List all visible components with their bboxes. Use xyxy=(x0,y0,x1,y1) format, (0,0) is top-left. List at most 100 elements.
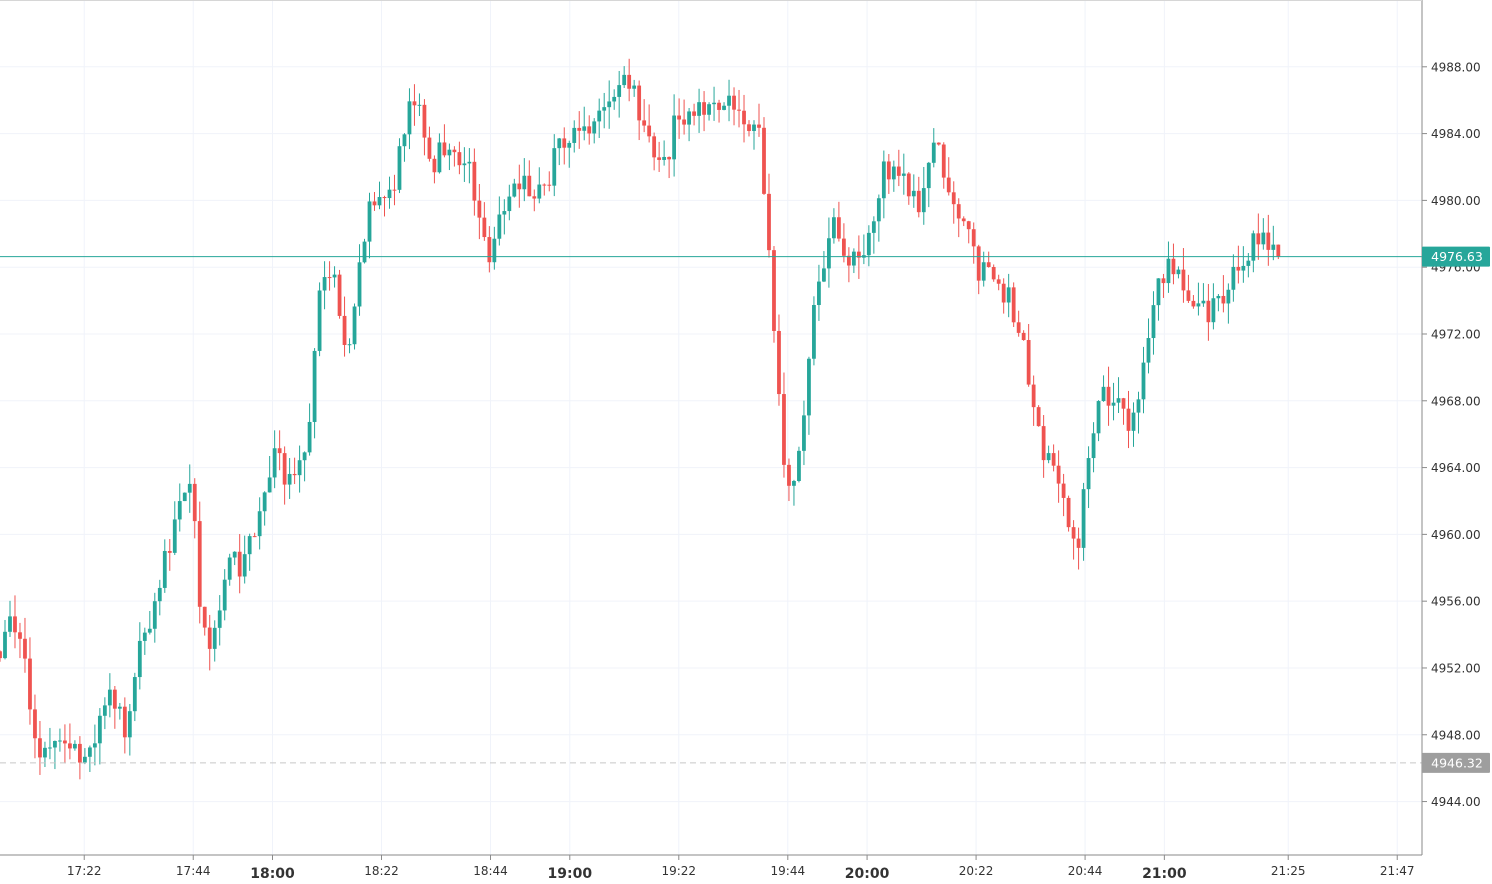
candle-body xyxy=(557,138,562,149)
candle-body xyxy=(402,134,407,147)
candle-body xyxy=(1141,362,1146,400)
candle-body xyxy=(717,102,721,110)
price-axis[interactable]: 4944.00 4948.00 4952.00 4956.00 4960.00 4964.… xyxy=(1422,60,1481,809)
candle-body xyxy=(956,204,961,219)
candle-body xyxy=(227,557,232,580)
candle-body xyxy=(722,105,726,110)
candle-body xyxy=(217,610,222,628)
candle-body xyxy=(1086,458,1091,490)
candle-body xyxy=(1011,287,1016,323)
candle-body xyxy=(991,267,996,280)
candle-body xyxy=(222,579,227,611)
candle-body xyxy=(617,85,622,97)
candle-body xyxy=(267,477,272,493)
time-axis[interactable]: 17:22 17:44 18:00 18:22 18:44 19:00 19:22 19:44… xyxy=(67,855,1415,882)
candle-body xyxy=(871,221,876,233)
candle-body xyxy=(53,740,57,748)
candle-body xyxy=(292,473,297,476)
x-tick-label: 18:00 xyxy=(250,866,295,882)
candle-body xyxy=(812,305,816,359)
candle-body xyxy=(397,146,402,190)
candle-body xyxy=(672,115,677,160)
candle-body xyxy=(856,251,861,258)
candle-body xyxy=(512,183,517,197)
candle-body xyxy=(312,350,317,422)
candle-body xyxy=(622,74,627,86)
x-tick-label: 20:22 xyxy=(959,864,994,878)
candle-body xyxy=(467,161,472,164)
candle-body xyxy=(827,238,831,269)
candle-body xyxy=(921,188,926,213)
candle-body xyxy=(547,184,552,186)
candle-body xyxy=(597,110,602,122)
candle-body xyxy=(1091,433,1096,459)
candle-body xyxy=(592,121,597,134)
candle-body xyxy=(577,127,582,131)
reference-price-badge-bg xyxy=(1422,752,1490,773)
candle-body xyxy=(552,148,557,186)
candle-body xyxy=(822,268,826,282)
candle-body xyxy=(8,616,12,632)
candle-body xyxy=(841,238,846,256)
candle-body xyxy=(297,460,302,476)
candle-body xyxy=(817,281,821,306)
candle-body xyxy=(1036,407,1041,427)
price-lines xyxy=(0,256,1422,764)
candle-body xyxy=(107,689,112,706)
x-tick-label: 21:00 xyxy=(1142,866,1187,882)
candle-body xyxy=(262,492,267,512)
candle-body xyxy=(427,137,432,159)
candle-body xyxy=(1241,265,1246,271)
candle-body xyxy=(137,640,142,678)
x-tick-label: 20:00 xyxy=(845,866,890,882)
candle-body xyxy=(97,715,102,744)
candle-body xyxy=(147,628,152,633)
candle-body xyxy=(1146,338,1151,363)
candle-body xyxy=(1171,258,1176,275)
candle-body xyxy=(911,190,916,197)
candle-body xyxy=(941,144,946,178)
candle-body xyxy=(162,550,167,588)
x-tick-label: 19:44 xyxy=(771,864,806,878)
candle-body xyxy=(1261,232,1266,245)
candle-body xyxy=(886,161,891,180)
candle-body xyxy=(157,587,162,602)
candle-body xyxy=(1211,298,1216,323)
candle-body xyxy=(1136,399,1141,413)
candle-body xyxy=(0,651,2,659)
candle-body xyxy=(702,102,706,115)
candle-body xyxy=(662,156,667,160)
candle-body xyxy=(1121,398,1126,409)
candle-body xyxy=(572,127,577,143)
candle-body xyxy=(382,197,387,199)
candle-body xyxy=(357,262,362,307)
candle-body xyxy=(782,394,786,465)
y-tick-label: 4984.00 xyxy=(1431,127,1481,141)
candle-body xyxy=(1116,398,1121,403)
candle-body xyxy=(1271,244,1276,250)
candle-body xyxy=(537,184,542,199)
candle-body xyxy=(1111,402,1116,406)
candle-body xyxy=(43,747,47,758)
candle-body xyxy=(392,189,397,191)
x-tick-label: 21:47 xyxy=(1380,864,1415,878)
candle-body xyxy=(587,126,592,134)
candle-body xyxy=(1231,266,1236,290)
candle-body xyxy=(602,107,607,111)
candle-body xyxy=(457,152,462,166)
candle-body xyxy=(112,689,117,709)
candle-body xyxy=(647,125,652,137)
candle-body xyxy=(1176,269,1181,275)
y-tick-label: 4972.00 xyxy=(1431,327,1481,341)
candle-body xyxy=(747,124,751,132)
candle-body xyxy=(362,241,367,263)
candle-body xyxy=(632,85,637,89)
y-tick-label: 4964.00 xyxy=(1431,461,1481,475)
candle-body xyxy=(607,101,612,108)
candle-body xyxy=(657,157,662,160)
candle-body xyxy=(327,277,332,279)
candle-body xyxy=(652,136,657,158)
candle-body xyxy=(102,705,107,716)
candle-body xyxy=(936,142,941,145)
